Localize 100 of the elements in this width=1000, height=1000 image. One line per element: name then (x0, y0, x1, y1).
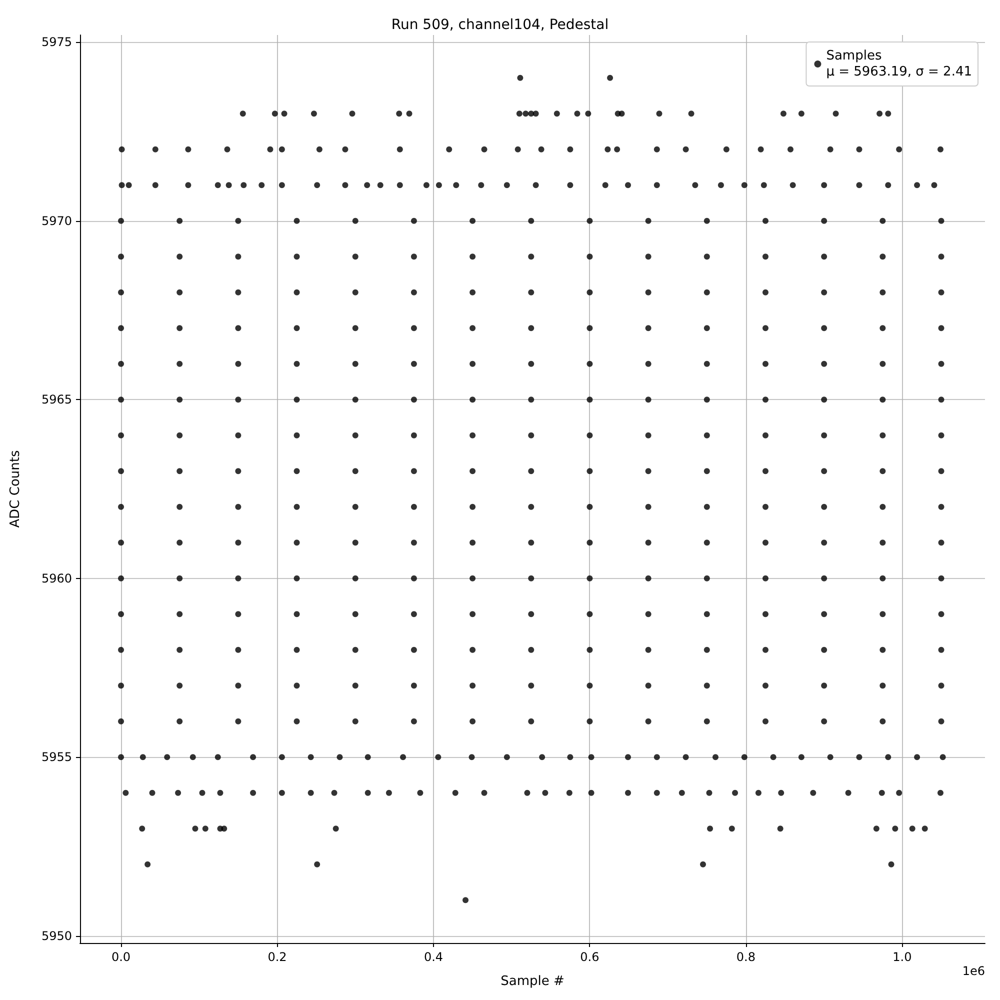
point (352, 575, 358, 582)
point (470, 254, 476, 260)
point (528, 575, 534, 582)
point (914, 182, 920, 188)
point (118, 718, 124, 724)
point (377, 182, 384, 188)
point (214, 754, 221, 760)
point (586, 718, 593, 724)
point (692, 182, 698, 188)
point (938, 254, 944, 260)
point (645, 325, 652, 332)
point (470, 218, 476, 224)
point (909, 826, 916, 832)
text: 1e6 (962, 964, 986, 978)
point (645, 682, 652, 689)
point (704, 254, 710, 260)
point (704, 682, 710, 689)
point (352, 218, 358, 224)
point (586, 611, 593, 618)
point (410, 432, 417, 438)
point (352, 682, 358, 689)
point (645, 218, 652, 224)
point (310, 110, 317, 117)
point (235, 718, 242, 724)
point (352, 504, 358, 510)
point (410, 468, 417, 474)
point (938, 325, 944, 332)
point (144, 861, 151, 868)
y-tick-label: 5950 (41, 928, 72, 943)
point (235, 611, 242, 618)
point (294, 718, 300, 724)
point (938, 718, 944, 724)
point (880, 289, 886, 296)
y-tick-label: 5955 (41, 750, 72, 764)
point (470, 360, 476, 367)
point (470, 540, 476, 546)
point (352, 254, 358, 260)
point (704, 718, 710, 724)
point (235, 575, 242, 582)
point (468, 754, 475, 760)
point (758, 146, 764, 152)
point (176, 396, 183, 403)
point (821, 468, 828, 474)
point (762, 718, 768, 724)
point (586, 254, 593, 260)
point (682, 146, 689, 152)
point (777, 826, 784, 832)
point (922, 826, 928, 832)
point (221, 826, 228, 832)
point (790, 182, 796, 188)
point (452, 790, 458, 796)
point (821, 254, 828, 260)
point (760, 182, 767, 188)
point (821, 360, 828, 367)
x-axis-title: Sample # (500, 974, 564, 989)
point (118, 611, 124, 618)
point (880, 718, 886, 724)
point (235, 504, 242, 510)
x-tick-label: 0.6 (580, 950, 600, 964)
point (625, 790, 631, 796)
y-tick-label: 5975 (41, 35, 72, 50)
point (821, 504, 828, 510)
point (528, 611, 534, 618)
x-tick-label: 1.0 (892, 950, 912, 964)
point (604, 146, 611, 152)
point (704, 540, 710, 546)
point (118, 146, 125, 152)
point (654, 754, 660, 760)
point (478, 182, 484, 188)
point (845, 790, 852, 796)
point (281, 110, 288, 117)
point (528, 396, 534, 403)
y-tick-label: 5960 (41, 571, 72, 586)
point (364, 182, 370, 188)
point (880, 218, 886, 224)
point (364, 790, 371, 796)
point (176, 646, 183, 653)
point (152, 146, 158, 152)
point (118, 289, 124, 296)
point (602, 182, 608, 188)
point (235, 682, 242, 689)
point (176, 289, 183, 296)
point (118, 754, 124, 760)
point (118, 360, 124, 367)
point (176, 575, 183, 582)
point (417, 790, 424, 796)
point (588, 754, 594, 760)
point (532, 182, 539, 188)
point (410, 646, 417, 653)
point (406, 110, 412, 117)
point (645, 468, 652, 474)
x-tick-label: 0.4 (424, 950, 444, 964)
point (625, 754, 631, 760)
point (827, 754, 834, 760)
point (396, 110, 402, 117)
point (118, 325, 124, 332)
point (880, 646, 886, 653)
point (352, 289, 358, 296)
point (176, 360, 183, 367)
point (938, 540, 944, 546)
